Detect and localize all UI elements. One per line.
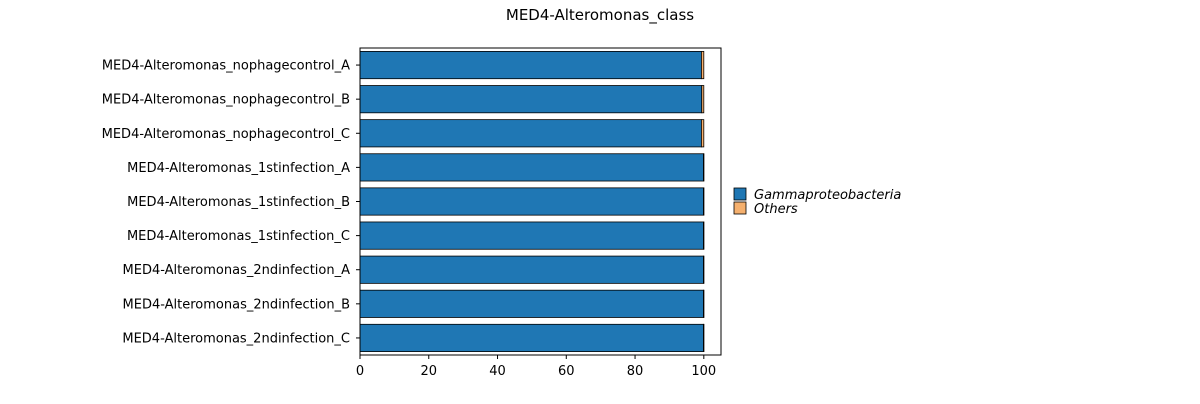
bar-segment-gammaproteobacteria — [359, 289, 704, 318]
plot-frame — [359, 47, 722, 356]
bar-segment-others — [701, 85, 705, 114]
bar-segment-others — [703, 221, 705, 250]
x-tick-label: 20 — [420, 364, 437, 379]
bar-segment-gammaproteobacteria — [359, 187, 704, 216]
bar-segment-gammaproteobacteria — [359, 85, 703, 114]
bar-segment-gammaproteobacteria — [359, 153, 704, 182]
x-tick-label: 40 — [489, 364, 506, 379]
y-tick-label: MED4-Alteromonas_2ndinfection_A — [123, 263, 351, 278]
legend-label: Others — [754, 202, 798, 217]
chart-title: MED4-Alteromonas_class — [506, 6, 694, 25]
bar-segment-others — [703, 255, 705, 284]
x-axis-ticks: 0 20 40 60 80 100 — [356, 355, 716, 379]
bar-segment-others — [703, 289, 705, 318]
bar-segment-others — [703, 153, 705, 182]
legend-swatch-gammaproteobacteria — [733, 187, 747, 201]
x-tick-label: 80 — [627, 364, 644, 379]
bar-segment-others — [703, 187, 705, 216]
bar-segment-others — [701, 51, 705, 80]
y-tick-label: MED4-Alteromonas_nophagecontrol_C — [102, 127, 350, 142]
x-tick-label: 0 — [356, 364, 364, 379]
y-tick-label: MED4-Alteromonas_1stinfection_A — [127, 161, 350, 176]
bar-segment-gammaproteobacteria — [359, 255, 704, 284]
x-tick-label: 100 — [691, 364, 716, 379]
bar-segment-gammaproteobacteria — [359, 323, 704, 352]
y-tick-label: MED4-Alteromonas_1stinfection_B — [127, 195, 350, 210]
bar-segment-gammaproteobacteria — [359, 51, 702, 80]
bar-segment-others — [701, 119, 705, 148]
legend-swatch-others — [733, 201, 747, 215]
y-axis-ticks: MED4-Alteromonas_nophagecontrol_A MED4-Al… — [102, 59, 360, 346]
bar-segment-gammaproteobacteria — [359, 221, 704, 250]
bar-segment-gammaproteobacteria — [359, 119, 702, 148]
bars-layer — [359, 51, 705, 352]
y-tick-label: MED4-Alteromonas_2ndinfection_B — [123, 297, 350, 312]
y-tick-label: MED4-Alteromonas_2ndinfection_C — [122, 331, 350, 346]
y-tick-label: MED4-Alteromonas_1stinfection_C — [127, 229, 350, 244]
y-tick-label: MED4-Alteromonas_nophagecontrol_A — [102, 59, 350, 74]
legend-label: Gammaproteobacteria — [754, 188, 901, 203]
bar-segment-others — [703, 323, 705, 352]
y-tick-label: MED4-Alteromonas_nophagecontrol_B — [102, 93, 350, 108]
x-tick-label: 60 — [558, 364, 575, 379]
